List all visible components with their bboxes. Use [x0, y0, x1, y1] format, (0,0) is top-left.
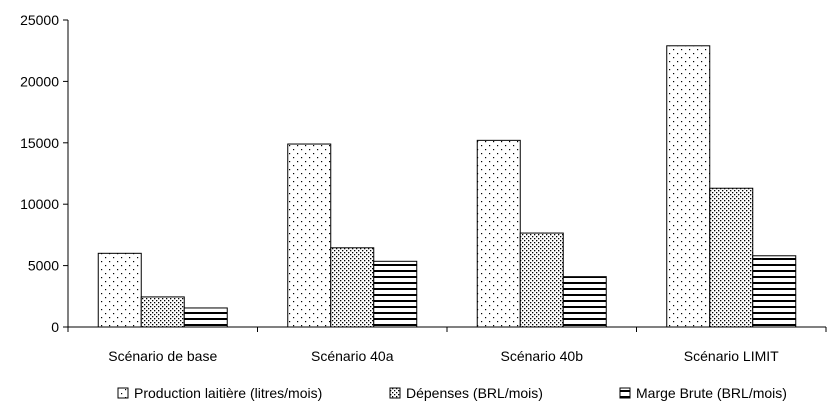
- bar-horizontal-lines-3: [752, 255, 797, 328]
- bar-dense-dots-1: [330, 247, 375, 328]
- y-tick-label: 25000: [20, 12, 59, 28]
- x-tick-labels: Scénario de base Scénario 40a Scénario 40b…: [108, 348, 779, 364]
- y-tick-label: 5000: [28, 258, 59, 274]
- legend-swatch-horizontal-lines: [619, 387, 631, 399]
- bar-sparse-dots-1: [287, 143, 332, 328]
- bar-horizontal-lines-1: [373, 260, 418, 328]
- bar-dense-dots-3: [709, 187, 754, 328]
- bar-horizontal-lines-2: [562, 276, 607, 328]
- x-tick-label: Scénario LIMIT: [684, 348, 779, 364]
- legend-label: Production laitière (litres/mois): [134, 385, 322, 401]
- bar-horizontal-lines-0: [183, 307, 228, 328]
- legend-swatch-dense-dots: [389, 387, 401, 399]
- y-tick-label: 20000: [20, 73, 59, 89]
- legend-label: Dépenses (BRL/mois): [406, 385, 543, 401]
- y-tick-label: 15000: [20, 135, 59, 151]
- bar-sparse-dots-3: [666, 45, 711, 328]
- legend-swatch-sparse-dots: [117, 387, 129, 399]
- bar-sparse-dots-0: [97, 252, 142, 328]
- legend-label: Marge Brute (BRL/mois): [636, 385, 787, 401]
- x-tick-label: Scénario de base: [108, 348, 217, 364]
- x-tick-label: Scénario 40b: [500, 348, 583, 364]
- bar-dense-dots-0: [140, 296, 185, 328]
- bar-dense-dots-2: [519, 232, 564, 328]
- y-tick-label: 10000: [20, 196, 59, 212]
- x-tick-label: Scénario 40a: [311, 348, 394, 364]
- legend: Production laitière (litres/mois) Dépense…: [117, 385, 787, 401]
- bars: [97, 45, 797, 328]
- y-tick-label: 0: [51, 319, 59, 335]
- bar-sparse-dots-2: [476, 139, 521, 328]
